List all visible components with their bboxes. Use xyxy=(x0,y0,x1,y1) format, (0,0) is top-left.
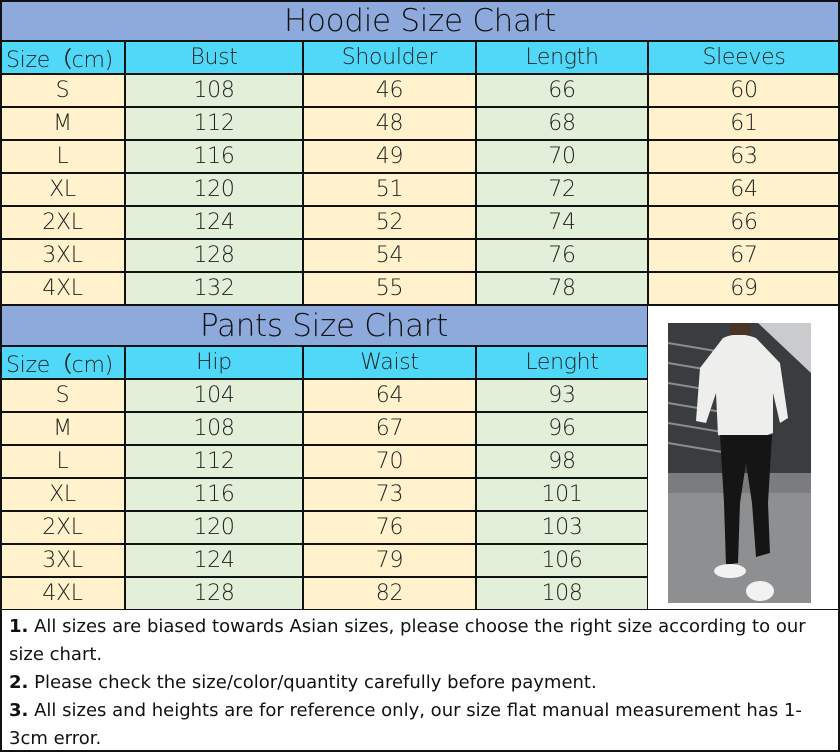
table-cell: 76 xyxy=(476,239,648,272)
size-label-cell: L xyxy=(0,445,125,478)
table-cell: 68 xyxy=(476,107,648,140)
column-header-hip: Hip xyxy=(125,346,303,379)
size-label-cell: XL xyxy=(0,478,125,511)
table-cell: 116 xyxy=(125,140,303,173)
table-cell: 49 xyxy=(303,140,476,173)
size-label-cell: 2XL xyxy=(0,511,125,544)
table-cell: 69 xyxy=(648,272,840,305)
note-text: All sizes are biased towards Asian sizes… xyxy=(9,616,806,665)
column-header-shoulder: Shoulder xyxy=(303,41,476,74)
table-cell: 112 xyxy=(125,107,303,140)
column-header-length: Length xyxy=(476,41,648,74)
table-cell: 108 xyxy=(125,74,303,107)
table-cell: 106 xyxy=(476,544,648,577)
note-number: 2. xyxy=(9,672,29,693)
table-cell: 108 xyxy=(476,577,648,610)
table-cell: 124 xyxy=(125,544,303,577)
note-item: 1. All sizes are biased towards Asian si… xyxy=(9,613,831,669)
table-cell: 108 xyxy=(125,412,303,445)
table-cell: 48 xyxy=(303,107,476,140)
table-cell: 63 xyxy=(648,140,840,173)
table-cell: 64 xyxy=(303,379,476,412)
table-cell: 124 xyxy=(125,206,303,239)
table-cell: 103 xyxy=(476,511,648,544)
notes-section: 1. All sizes are biased towards Asian si… xyxy=(0,609,840,752)
note-number: 3. xyxy=(9,700,29,721)
column-header-waist: Waist xyxy=(303,346,476,379)
size-label-cell: 3XL xyxy=(0,544,125,577)
size-label-cell: 3XL xyxy=(0,239,125,272)
column-header-sizecm: Size（cm) xyxy=(0,346,125,379)
note-item: 2. Please check the size/color/quantity … xyxy=(9,669,831,697)
column-header-lenght: Lenght xyxy=(476,346,648,379)
note-text: All sizes and heights are for reference … xyxy=(9,700,802,749)
note-text: Please check the size/color/quantity car… xyxy=(28,672,597,693)
column-header-sleeves: Sleeves xyxy=(648,41,840,74)
hoodie-title: Hoodie Size Chart xyxy=(0,0,840,41)
table-cell: 76 xyxy=(303,511,476,544)
table-cell: 120 xyxy=(125,173,303,206)
table-cell: 128 xyxy=(125,239,303,272)
table-cell: 101 xyxy=(476,478,648,511)
table-cell: 46 xyxy=(303,74,476,107)
table-cell: 112 xyxy=(125,445,303,478)
size-label-cell: M xyxy=(0,107,125,140)
table-cell: 64 xyxy=(648,173,840,206)
table-cell: 82 xyxy=(303,577,476,610)
table-cell: 66 xyxy=(476,74,648,107)
table-cell: 55 xyxy=(303,272,476,305)
table-cell: 54 xyxy=(303,239,476,272)
table-cell: 104 xyxy=(125,379,303,412)
size-label-cell: S xyxy=(0,74,125,107)
table-cell: 78 xyxy=(476,272,648,305)
table-cell: 128 xyxy=(125,577,303,610)
size-label-cell: 4XL xyxy=(0,272,125,305)
column-header-sizecm: Size（cm) xyxy=(0,41,125,74)
size-label-cell: S xyxy=(0,379,125,412)
table-cell: 67 xyxy=(648,239,840,272)
size-label-cell: L xyxy=(0,140,125,173)
size-label-cell: 4XL xyxy=(0,577,125,610)
pants-title: Pants Size Chart xyxy=(0,305,648,346)
model-photo xyxy=(668,323,811,603)
table-cell: 93 xyxy=(476,379,648,412)
note-item: 3. All sizes and heights are for referen… xyxy=(9,697,831,753)
table-cell: 120 xyxy=(125,511,303,544)
table-cell: 66 xyxy=(648,206,840,239)
table-cell: 72 xyxy=(476,173,648,206)
table-cell: 67 xyxy=(303,412,476,445)
table-cell: 70 xyxy=(476,140,648,173)
table-cell: 116 xyxy=(125,478,303,511)
table-cell: 73 xyxy=(303,478,476,511)
table-cell: 61 xyxy=(648,107,840,140)
table-cell: 51 xyxy=(303,173,476,206)
size-label-cell: M xyxy=(0,412,125,445)
table-cell: 70 xyxy=(303,445,476,478)
table-cell: 60 xyxy=(648,74,840,107)
table-cell: 52 xyxy=(303,206,476,239)
table-cell: 74 xyxy=(476,206,648,239)
table-cell: 79 xyxy=(303,544,476,577)
size-label-cell: 2XL xyxy=(0,206,125,239)
column-header-bust: Bust xyxy=(125,41,303,74)
table-cell: 96 xyxy=(476,412,648,445)
note-number: 1. xyxy=(9,616,29,637)
table-cell: 132 xyxy=(125,272,303,305)
size-label-cell: XL xyxy=(0,173,125,206)
table-cell: 98 xyxy=(476,445,648,478)
